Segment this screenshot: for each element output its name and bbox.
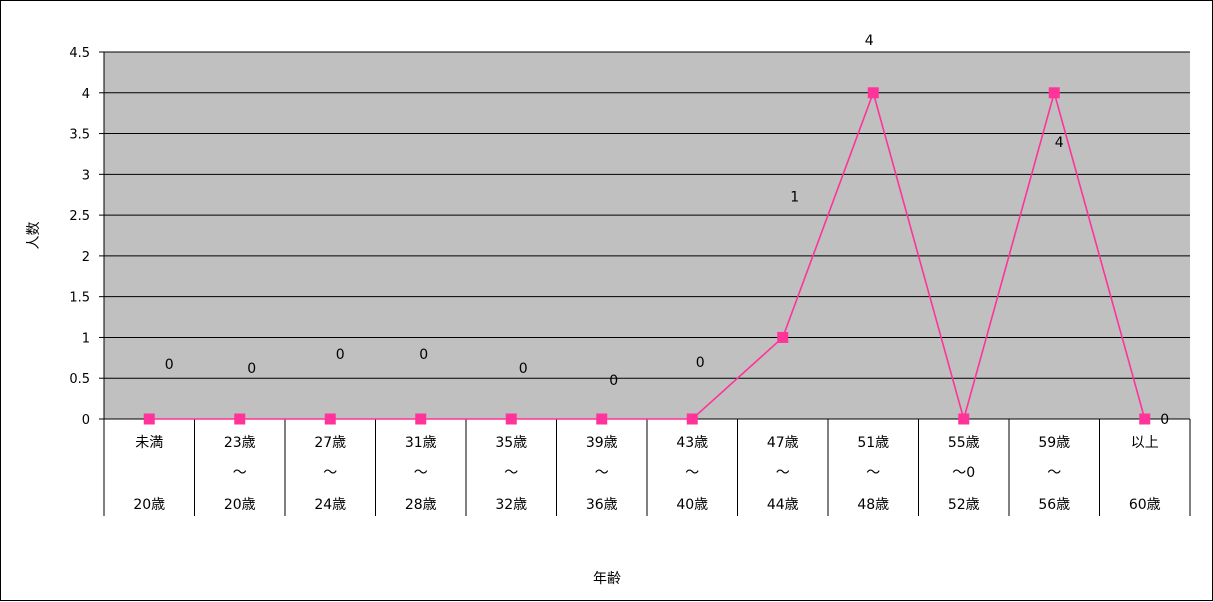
x-tick-label: 40歳 (676, 497, 708, 513)
x-axis-title: 年齢 (593, 571, 621, 587)
y-tick-label: 2.5 (69, 209, 90, 224)
data-label: 4 (865, 33, 874, 49)
x-tick-label: ～ (595, 465, 609, 481)
data-label: 0 (609, 373, 618, 389)
y-tick-label: 2 (82, 250, 90, 265)
x-tick-label: 51歳 (857, 435, 889, 451)
series-line (149, 89, 1146, 422)
x-tick-label: 28歳 (405, 497, 437, 513)
x-tick-label: 60歳 (1129, 497, 1161, 513)
x-tick-label: ～ (414, 465, 428, 481)
x-tick-label: 56歳 (1038, 497, 1070, 513)
x-tick-label: 以上 (1131, 435, 1159, 451)
x-tick-label: ～ (776, 465, 790, 481)
y-tick-label: 4.5 (69, 46, 90, 61)
data-point (1048, 87, 1060, 99)
data-label: 0 (419, 347, 428, 363)
y-tick-label: 4 (82, 87, 90, 102)
data-point (867, 87, 879, 99)
x-tick-label: ～ (866, 465, 880, 481)
x-tick-label: 27歳 (314, 435, 346, 451)
data-point (596, 413, 608, 425)
data-point (234, 413, 246, 425)
x-tick-label: ～ (504, 465, 518, 481)
x-tick-label: 31歳 (405, 435, 437, 451)
data-label: 1 (790, 189, 799, 205)
x-tick-label: 35歳 (495, 435, 527, 451)
x-tick-label: 55歳 (948, 435, 980, 451)
x-tick-label: ～ (323, 465, 337, 481)
data-point (686, 413, 698, 425)
x-tick-label: 20歳 (133, 497, 165, 513)
x-tick-label: 未満 (135, 435, 163, 451)
x-tick-label: ～ (685, 465, 699, 481)
y-tick-label: 1 (82, 331, 90, 346)
x-tick-label: 44歳 (767, 497, 799, 513)
data-label: 0 (519, 361, 528, 377)
y-tick-label: 0.5 (69, 372, 90, 387)
data-label: 0 (336, 347, 345, 363)
data-label: 0 (696, 355, 705, 371)
x-tick-label: 32歳 (495, 497, 527, 513)
x-tick-label: 52歳 (948, 497, 980, 513)
x-tick-label: ～ (1047, 465, 1061, 481)
data-point (143, 413, 155, 425)
y-axis-title: 人数 (26, 222, 42, 250)
x-tick-label: 20歳 (224, 497, 256, 513)
x-tick-label: 39歳 (586, 435, 618, 451)
x-tick-label: 47歳 (767, 435, 799, 451)
y-tick-label: 3 (82, 168, 90, 183)
data-point (505, 413, 517, 425)
y-tick-label: 3.5 (69, 128, 90, 143)
x-tick-label: 23歳 (224, 435, 256, 451)
data-point (958, 413, 970, 425)
data-label: 0 (247, 361, 256, 377)
data-point (415, 413, 427, 425)
y-tick-label: 0 (82, 413, 90, 428)
data-label: 0 (1160, 412, 1169, 428)
x-tick-label: ～ (233, 465, 247, 481)
data-point (324, 413, 336, 425)
x-tick-label: 24歳 (314, 497, 346, 513)
x-tick-label: 36歳 (586, 497, 618, 513)
x-tick-label: ～0 (952, 465, 975, 481)
x-tick-label: 59歳 (1038, 435, 1070, 451)
data-point (777, 331, 789, 343)
data-point (1139, 413, 1151, 425)
data-label: 0 (165, 357, 174, 373)
x-tick-label: 48歳 (857, 497, 889, 513)
plot-area (104, 52, 1190, 419)
data-label: 4 (1055, 135, 1064, 151)
y-tick-label: 1.5 (69, 291, 90, 306)
x-tick-label: 43歳 (676, 435, 708, 451)
